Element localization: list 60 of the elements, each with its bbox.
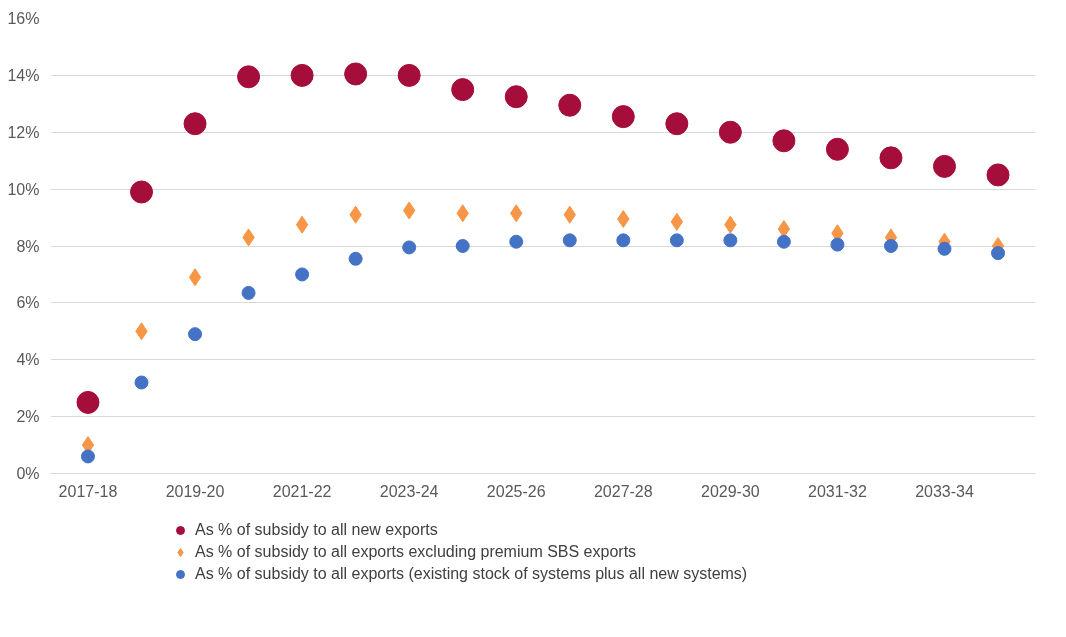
y-tick-label: 0% xyxy=(16,465,40,482)
point xyxy=(937,241,952,256)
point xyxy=(718,120,742,144)
point xyxy=(772,129,796,153)
legend-label: As % of subsidy to all exports excluding premium SBS exports xyxy=(195,543,637,561)
x-tick-label: 2033-34 xyxy=(915,482,974,500)
point xyxy=(295,215,309,234)
point xyxy=(669,233,684,248)
x-tick-label: 2017-18 xyxy=(58,482,118,500)
point xyxy=(237,65,261,89)
x-tick-label: 2029-30 xyxy=(701,482,760,500)
point xyxy=(241,285,256,300)
y-tick-label: 16% xyxy=(7,10,40,27)
y-tick-label: 10% xyxy=(7,180,40,198)
point xyxy=(776,234,791,249)
point xyxy=(504,85,528,109)
point xyxy=(558,93,582,117)
point xyxy=(611,105,635,129)
point xyxy=(509,234,524,249)
point xyxy=(134,375,149,390)
point xyxy=(290,63,314,87)
point xyxy=(80,449,95,464)
point xyxy=(451,78,475,102)
point xyxy=(455,239,470,253)
y-tick-label: 14% xyxy=(7,66,40,84)
x-tick-label: 2021-22 xyxy=(272,482,332,500)
x-tick-label: 2025-26 xyxy=(486,482,546,500)
point xyxy=(348,251,363,266)
point xyxy=(295,267,310,282)
y-tick-label: 12% xyxy=(7,123,40,141)
point xyxy=(616,233,631,248)
point xyxy=(723,233,738,248)
point xyxy=(402,240,417,255)
x-tick-label: 2023-24 xyxy=(379,482,439,500)
y-tick-label: 4% xyxy=(16,351,40,369)
legend-label: As % of subsidy to all new exports xyxy=(195,521,438,539)
y-tick-label: 6% xyxy=(16,294,40,312)
x-tick-label: 2019-20 xyxy=(165,482,225,500)
point xyxy=(932,154,956,178)
x-tick-label: 2027-28 xyxy=(593,482,653,500)
point xyxy=(883,239,898,253)
x-tick-label: 2031-32 xyxy=(808,482,867,500)
y-tick-label: 8% xyxy=(16,237,40,255)
point xyxy=(562,233,577,248)
point xyxy=(183,112,207,136)
point xyxy=(188,268,202,287)
point xyxy=(991,246,1006,261)
point xyxy=(130,180,154,204)
point xyxy=(344,62,368,86)
point xyxy=(825,137,849,161)
point xyxy=(830,237,845,252)
point xyxy=(986,163,1010,187)
point xyxy=(397,63,421,87)
point xyxy=(665,112,689,136)
point xyxy=(76,390,100,414)
point xyxy=(879,146,903,170)
point xyxy=(777,219,791,238)
y-tick-label: 2% xyxy=(16,408,40,426)
legend-label: As % of subsidy to all exports (existing stock of systems plus all new systems) xyxy=(195,565,748,583)
point xyxy=(188,327,203,342)
